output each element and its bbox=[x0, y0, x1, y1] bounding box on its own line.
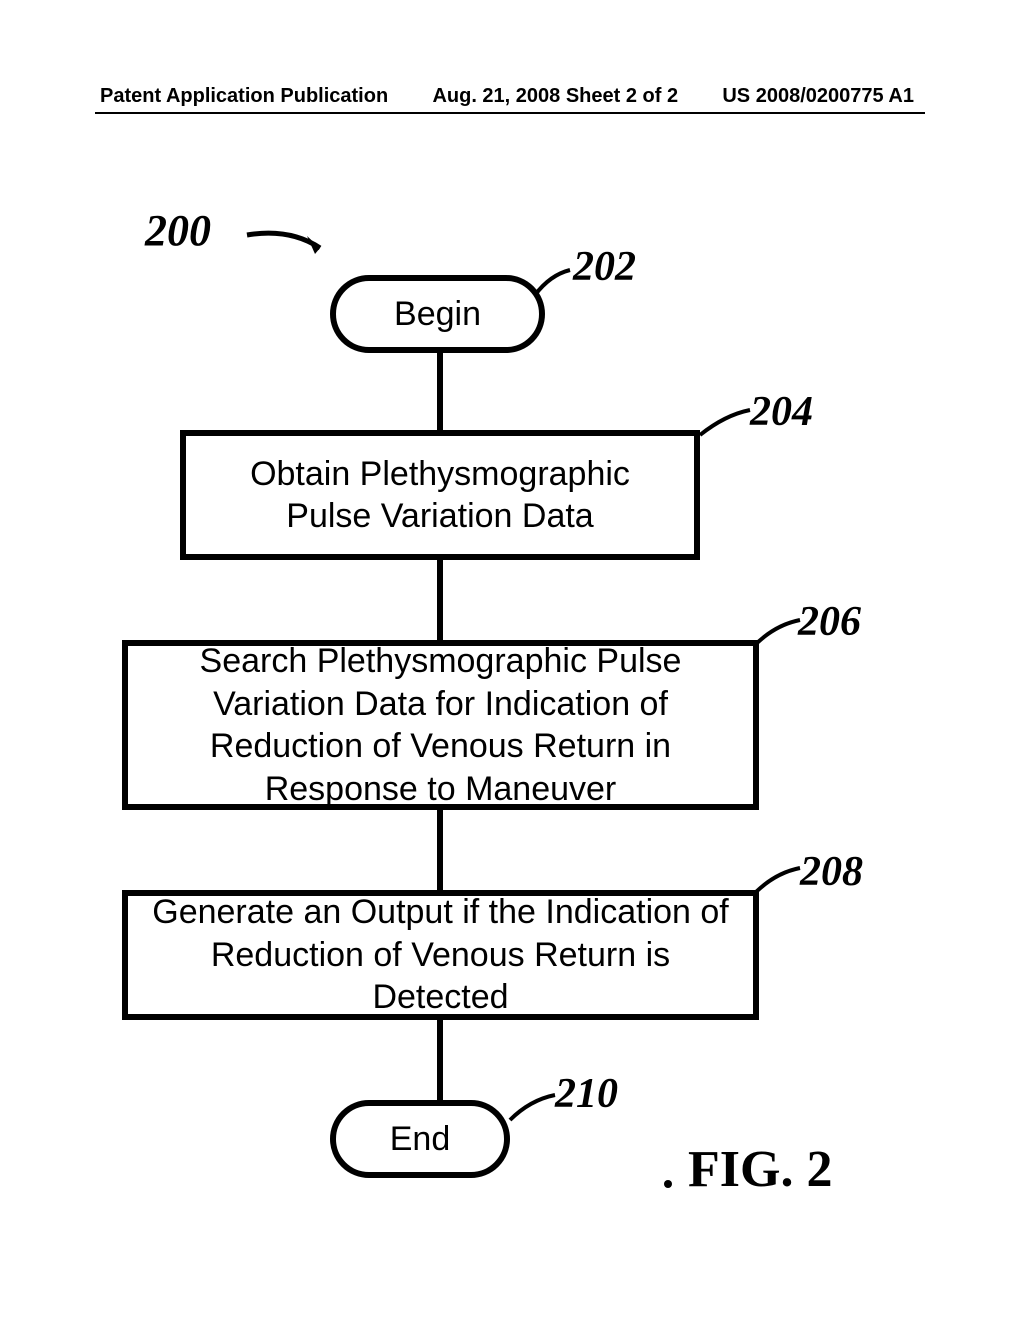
flowchart-connector bbox=[437, 353, 443, 433]
flowchart-node-208: Generate an Output if the Indication of … bbox=[122, 890, 759, 1020]
flowchart-node-end: End bbox=[330, 1100, 510, 1178]
flowchart-node-begin: Begin bbox=[330, 275, 545, 353]
header-rule bbox=[95, 112, 925, 114]
reference-200-arrow bbox=[245, 230, 335, 260]
leader-line bbox=[695, 405, 765, 445]
flowchart-connector bbox=[437, 1020, 443, 1102]
flowchart-node-206: Search Plethysmographic Pulse Variation … bbox=[122, 640, 759, 810]
leader-line bbox=[750, 615, 820, 655]
node-208-text: Generate an Output if the Indication of … bbox=[148, 891, 733, 1019]
figure-label: FIG. 2 bbox=[688, 1140, 832, 1199]
header-center: Aug. 21, 2008 Sheet 2 of 2 bbox=[432, 85, 678, 108]
reference-number-200: 200 bbox=[145, 205, 211, 256]
node-end-text: End bbox=[390, 1120, 451, 1159]
leader-line bbox=[505, 1090, 575, 1130]
header-left: Patent Application Publication bbox=[100, 85, 388, 108]
node-206-text: Search Plethysmographic Pulse Variation … bbox=[148, 640, 733, 810]
figure-label-dot bbox=[664, 1180, 672, 1188]
header-right: US 2008/0200775 A1 bbox=[722, 85, 914, 108]
flowchart-node-204: Obtain Plethysmographic Pulse Variation … bbox=[180, 430, 700, 560]
flowchart-connector bbox=[437, 810, 443, 892]
leader-line bbox=[530, 265, 590, 305]
node-begin-text: Begin bbox=[394, 295, 481, 334]
flowchart-connector bbox=[437, 560, 443, 642]
node-204-text: Obtain Plethysmographic Pulse Variation … bbox=[206, 453, 674, 538]
leader-line bbox=[750, 863, 820, 903]
page-header: Patent Application Publication Aug. 21, … bbox=[0, 85, 1024, 108]
